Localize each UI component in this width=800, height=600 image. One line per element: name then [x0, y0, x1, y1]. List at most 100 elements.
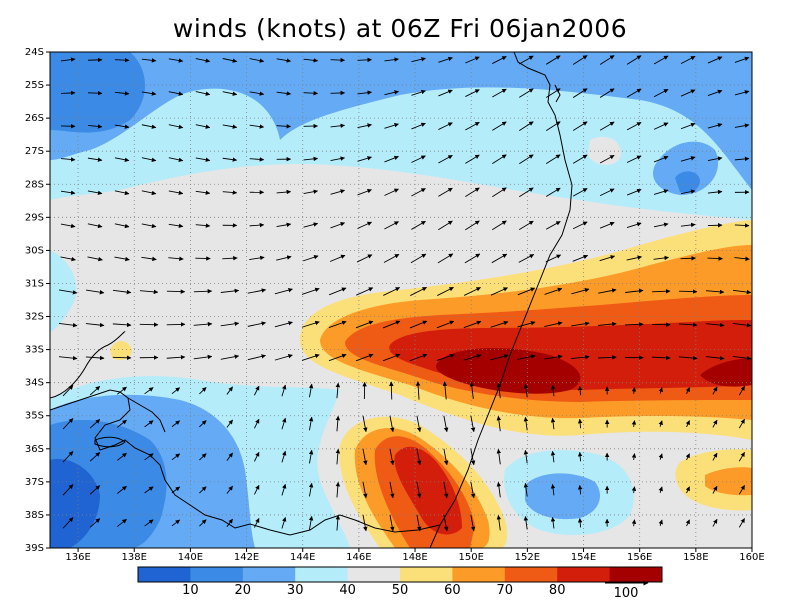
wind-vector: [281, 483, 287, 496]
wind-vector: [226, 485, 233, 494]
wind-vector: [658, 453, 663, 460]
x-tick-label: 152E: [515, 552, 540, 563]
wind-vector: [301, 320, 320, 328]
wind-vector: [335, 514, 341, 531]
x-tick-label: 154E: [571, 552, 596, 563]
wind-vector: [89, 518, 101, 528]
wind-vector: [171, 519, 181, 527]
wind-vector: [87, 90, 103, 96]
colorbar-label: 20: [235, 583, 252, 598]
wind-vector: [355, 320, 374, 329]
wind-vector: [87, 223, 103, 229]
wind-vector: [382, 353, 401, 362]
x-tick-label: 136E: [65, 552, 90, 563]
wind-vector: [226, 452, 233, 461]
wind-vector: [465, 220, 480, 231]
wind-vector: [281, 417, 287, 430]
wind-vector: [249, 58, 265, 63]
wind-vector: [195, 157, 211, 162]
wind-vector: [276, 189, 292, 195]
wind-vector: [631, 420, 637, 427]
wind-vector: [308, 416, 314, 431]
wind-vector: [87, 256, 103, 262]
wind-vector: [85, 355, 105, 361]
wind-vector: [357, 221, 372, 229]
wind-vector: [141, 124, 157, 129]
wind-vector: [389, 381, 394, 400]
wind-vector: [87, 190, 103, 196]
wind-vector: [545, 121, 561, 132]
wind-vector: [141, 58, 157, 63]
wind-vector: [384, 123, 399, 129]
wind-vector: [572, 121, 588, 131]
wind-vector: [141, 223, 157, 229]
wind-vector: [249, 124, 265, 129]
colorbar-swatch: [400, 567, 453, 582]
wind-vector: [631, 519, 637, 527]
wind-vector: [599, 121, 615, 131]
wind-vector: [492, 154, 507, 165]
wind-vector: [357, 156, 372, 162]
wind-vector: [303, 90, 319, 96]
wind-vector: [734, 56, 750, 63]
wind-vector: [577, 451, 583, 462]
wind-vector: [705, 355, 725, 361]
wind-vector: [490, 354, 509, 361]
x-tick-label: 156E: [627, 552, 652, 563]
wind-vector: [410, 286, 427, 296]
wind-vector: [465, 56, 480, 64]
wind-vector: [544, 321, 563, 327]
wind-vector: [678, 355, 698, 361]
wind-vector: [436, 320, 455, 329]
wind-vector: [253, 385, 260, 396]
wind-vector: [60, 57, 76, 62]
wind-vector: [438, 56, 453, 63]
wind-vector: [707, 156, 723, 161]
wind-vector: [734, 256, 750, 262]
wind-vector: [328, 353, 347, 362]
wind-vector: [276, 222, 292, 228]
wind-vector: [308, 449, 314, 464]
wind-vector: [680, 156, 696, 162]
wind-vector: [545, 221, 561, 230]
x-tick-label: 160E: [739, 552, 764, 563]
wind-vector: [496, 448, 502, 465]
wind-vector: [114, 190, 130, 196]
wind-vector: [308, 482, 314, 497]
wind-vector: [438, 154, 453, 164]
coast-south: [50, 389, 441, 536]
x-tick-label: 146E: [346, 552, 371, 563]
wind-vector: [193, 354, 213, 360]
wind-vector: [62, 517, 74, 529]
wind-vector: [247, 321, 267, 327]
wind-vector: [195, 223, 211, 228]
wind-vector: [220, 288, 240, 294]
wind-vector: [496, 481, 502, 498]
wind-vector: [712, 518, 718, 527]
wind-vector: [523, 383, 529, 398]
lat-lon-grid: [50, 52, 752, 548]
wind-vector: [168, 256, 184, 261]
y-tick-label: 37S: [25, 477, 44, 488]
colorbar-swatch: [452, 567, 506, 582]
wind-vector: [653, 255, 669, 261]
wind-vector: [328, 287, 347, 296]
wind-vector: [58, 322, 78, 328]
wind-vector: [470, 448, 476, 466]
wind-vector: [60, 157, 76, 162]
wind-vector: [519, 88, 534, 98]
wind-vector: [599, 221, 615, 229]
wind-vector: [707, 56, 723, 64]
wind-vector: [144, 453, 154, 461]
wind-vector: [384, 221, 399, 230]
wind-vector: [463, 320, 482, 329]
wind-vector: [303, 58, 319, 63]
wind-vector: [329, 254, 346, 262]
wind-vector: [651, 355, 671, 361]
wind-vector: [738, 451, 745, 462]
wind-vector: [545, 154, 561, 164]
wind-vector: [112, 322, 132, 328]
wind-vector: [85, 322, 105, 328]
wind-vector: [631, 486, 637, 494]
